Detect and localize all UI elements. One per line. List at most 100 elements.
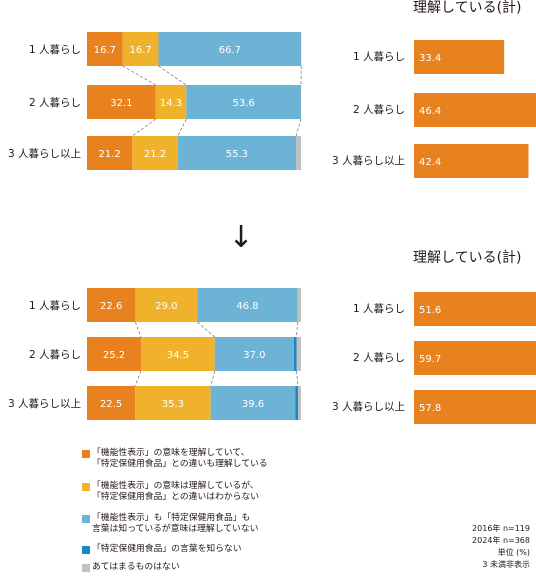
data-label: 39.6 — [242, 399, 264, 410]
data-label: 34.5 — [167, 350, 189, 361]
category-label: 2 人暮らし — [29, 96, 81, 109]
bar-segment — [158, 32, 302, 66]
connector-line — [210, 370, 216, 387]
total-panel-title: 理解している(計) — [413, 0, 522, 16]
note-unit: 単位 (%) — [497, 548, 530, 557]
bar-segment — [295, 386, 299, 420]
bar-segment — [132, 136, 178, 170]
data-label: 46.8 — [236, 301, 258, 312]
legend-label-line: 「機能性表示」の意味を理解していて、 — [92, 448, 250, 458]
connector-line — [177, 118, 187, 137]
legend-label-line: 「特定保健用食品」との違いはわからない — [92, 492, 260, 502]
connector-line — [158, 65, 187, 86]
category-label: 1 人暮らし — [29, 299, 81, 312]
total-data-label: 57.8 — [419, 403, 441, 414]
total-bar — [414, 93, 536, 127]
legend-label-line: 「特定保健用食品」との違いも理解している — [92, 459, 268, 469]
bar-segment — [87, 288, 136, 322]
total-category-label: 3 人暮らし以上 — [332, 400, 405, 413]
bar-segment — [214, 337, 294, 371]
bar-segment — [87, 32, 123, 66]
bar-segment — [155, 85, 187, 119]
connector-line — [132, 118, 156, 137]
data-label: 29.0 — [155, 301, 177, 312]
chart-notes: 2016年 n=119 2024年 n=368 単位 (%) 3 未満非表示 — [472, 523, 530, 571]
legend-label: 「特定保健用食品」の言葉を知らない — [92, 544, 242, 555]
connector-line — [295, 118, 302, 137]
category-label: 3 人暮らし以上 — [8, 147, 81, 160]
legend-swatch — [82, 450, 90, 458]
category-label: 1 人暮らし — [29, 43, 81, 56]
bar-segment — [296, 337, 301, 371]
total-category-label: 1 人暮らし — [353, 50, 405, 63]
total-category-label: 2 人暮らし — [353, 351, 405, 364]
bar-segment — [135, 288, 198, 322]
connector-line — [122, 65, 156, 86]
connector-line — [135, 321, 142, 338]
category-label: 3 人暮らし以上 — [8, 397, 81, 410]
legend-label: 「機能性表示」の意味を理解していて、 「特定保健用食品」との違いも理解している — [92, 448, 268, 470]
category-label: 2 人暮らし — [29, 348, 81, 361]
legend-label-line: あてはまるものはない — [92, 562, 180, 572]
note-n-2016: 2016年 n=119 — [472, 524, 530, 533]
legend-label-line: 「特定保健用食品」の言葉を知らない — [92, 544, 242, 554]
bar-segment — [87, 337, 141, 371]
bar-segment — [87, 85, 156, 119]
total-category-label: 3 人暮らし以上 — [332, 154, 405, 167]
data-label: 16.7 — [94, 45, 116, 56]
data-label: 66.7 — [219, 45, 241, 56]
data-label: 25.2 — [103, 350, 125, 361]
total-data-label: 33.4 — [419, 53, 441, 64]
bar-segment — [140, 337, 215, 371]
legend-swatch — [82, 564, 90, 572]
bar-segment — [186, 85, 301, 119]
connector-line — [296, 321, 298, 338]
total-category-label: 1 人暮らし — [353, 302, 405, 315]
bar-segment — [87, 386, 136, 420]
total-data-label: 51.6 — [419, 305, 441, 316]
connector-line — [134, 370, 142, 387]
bar-segment — [298, 386, 301, 420]
connector-line — [296, 370, 299, 387]
legend-label: あてはまるものはない — [92, 562, 180, 573]
bar-segment — [197, 288, 298, 322]
bar-segment — [177, 136, 297, 170]
bar-segment — [87, 136, 133, 170]
total-data-label: 42.4 — [419, 157, 441, 168]
legend-label-line: 「機能性表示」も「特定保健用食品」も — [92, 513, 251, 523]
total-data-label: 46.4 — [419, 106, 441, 117]
total-bar — [414, 40, 505, 74]
note-n-2024: 2024年 n=368 — [472, 536, 530, 545]
data-label: 32.1 — [110, 98, 132, 109]
data-label: 16.7 — [129, 45, 151, 56]
bar-segment — [293, 337, 297, 371]
bar-segment — [296, 136, 301, 170]
total-category-label: 2 人暮らし — [353, 103, 405, 116]
bar-segment — [135, 386, 211, 420]
data-label: 35.3 — [162, 399, 184, 410]
data-label: 37.0 — [243, 350, 265, 361]
data-label: 53.6 — [233, 98, 255, 109]
data-label: 14.3 — [160, 98, 182, 109]
bar-segment — [210, 386, 296, 420]
data-label: 21.2 — [99, 149, 121, 160]
total-bar — [414, 144, 529, 178]
legend-swatch — [82, 515, 90, 523]
legend-swatch — [82, 546, 90, 554]
down-arrow-icon: ↓ — [228, 220, 253, 255]
legend-label: 「機能性表示」も「特定保健用食品」も 言葉は知っているが意味は理解していない — [92, 513, 258, 535]
bar-segment — [297, 288, 301, 322]
total-data-label: 59.7 — [419, 354, 441, 365]
total-panel-title: 理解している(計) — [413, 250, 522, 266]
legend-swatch — [82, 483, 90, 491]
legend-label: 「機能性表示」の意味は理解しているが、 「特定保健用食品」との違いはわからない — [92, 481, 259, 503]
note-small-values: 3 未満非表示 — [482, 560, 530, 569]
total-bar — [414, 390, 536, 424]
bar-segment — [122, 32, 159, 66]
data-label: 22.5 — [100, 399, 122, 410]
data-label: 55.3 — [226, 149, 248, 160]
legend-label-line: 言葉は知っているが意味は理解していない — [92, 524, 259, 534]
connector-line — [197, 321, 215, 338]
total-bar — [414, 292, 536, 326]
